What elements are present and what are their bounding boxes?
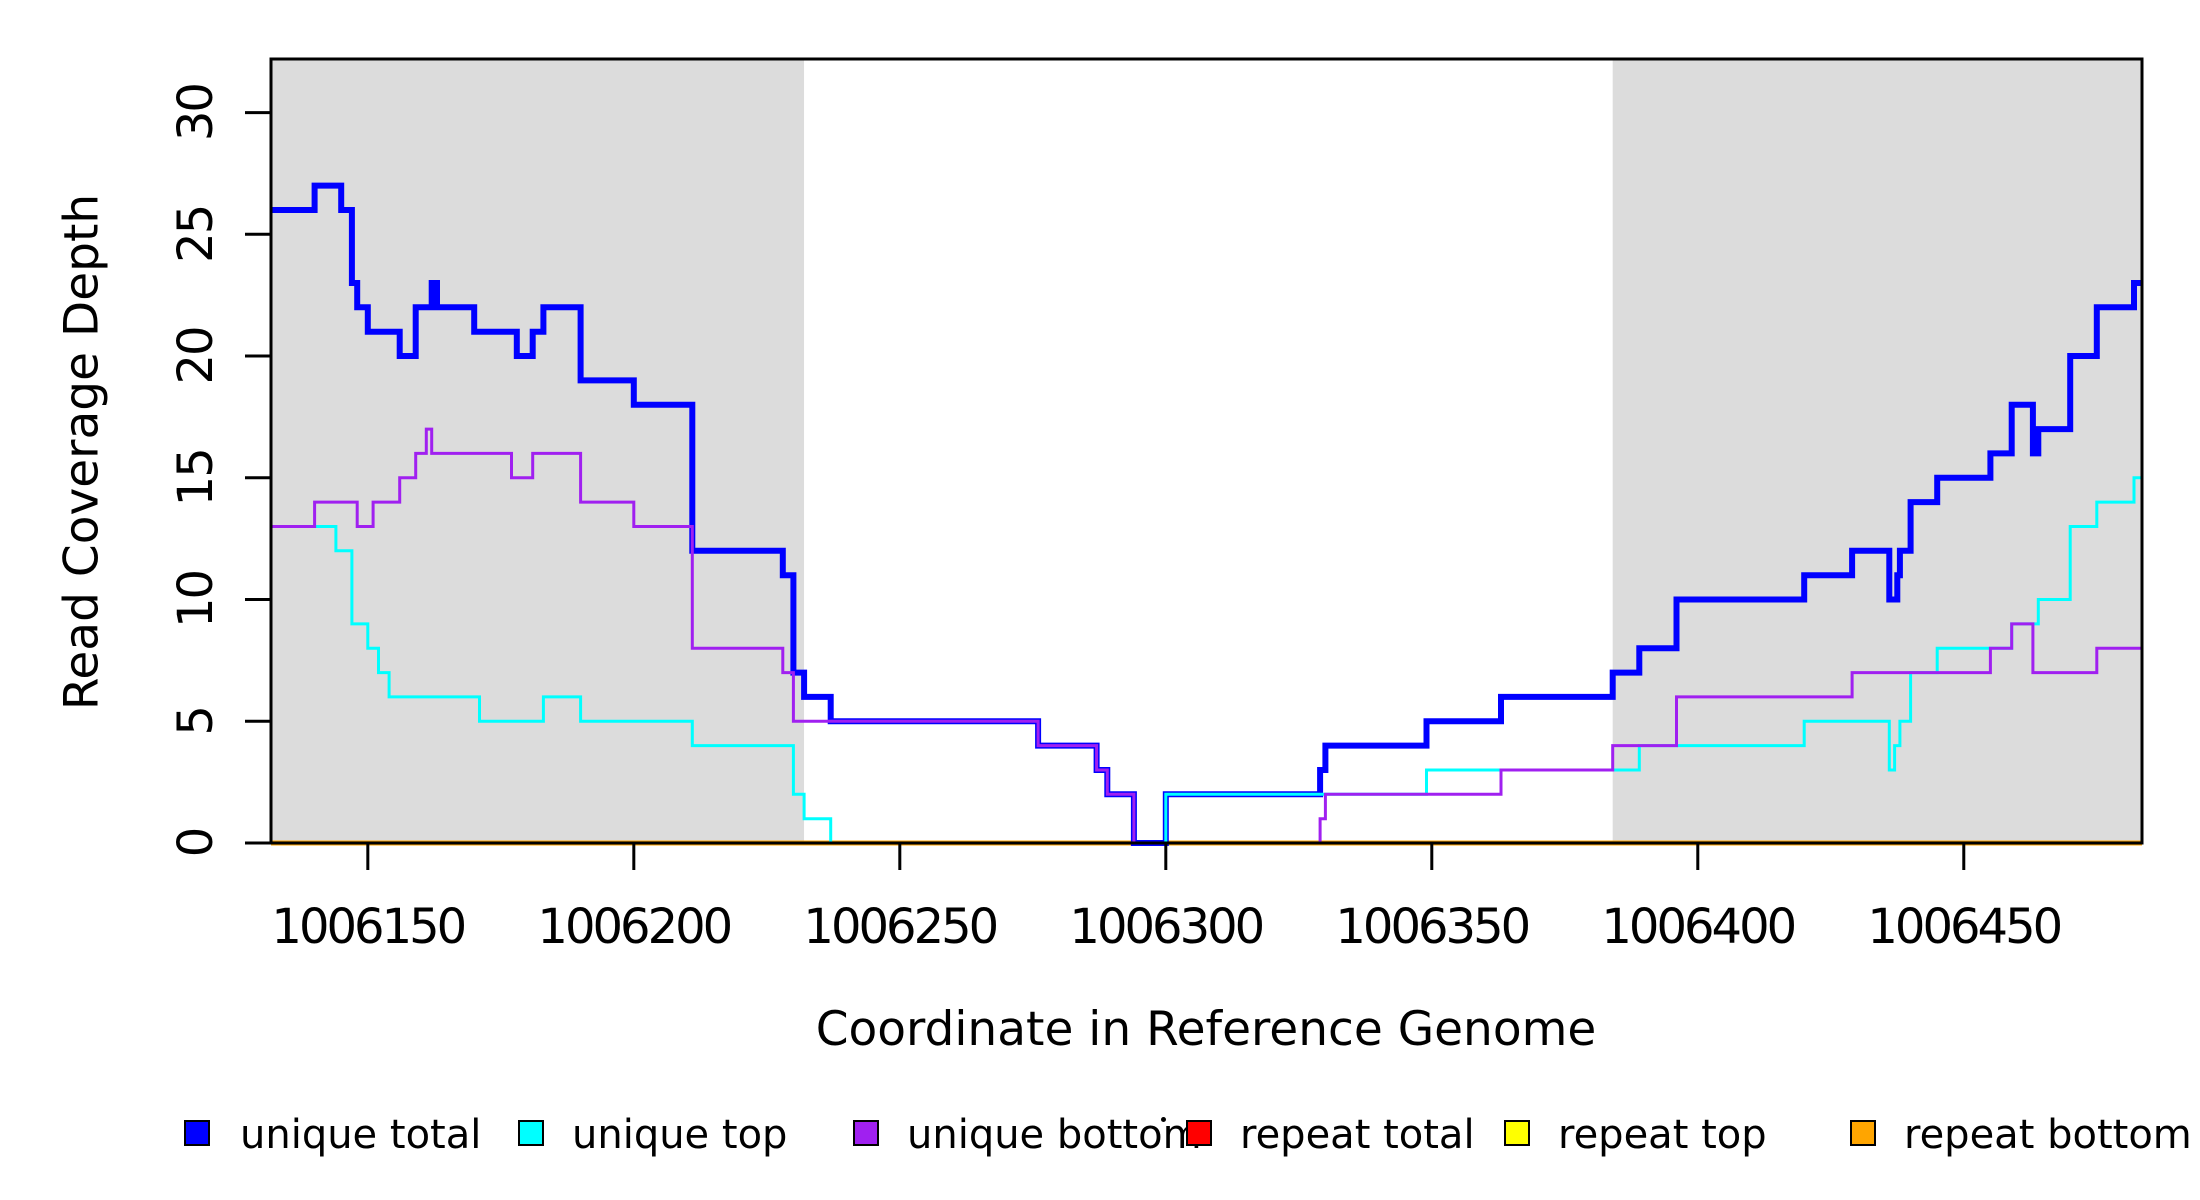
y-tick-label: 0: [168, 829, 224, 858]
shaded-region-0: [271, 59, 805, 843]
x-tick-label: 1006350: [1335, 899, 1528, 955]
y-tick-label: 30: [168, 84, 224, 141]
y-axis-title: Read Coverage Depth: [54, 193, 110, 711]
x-tick-label: 1006300: [1069, 899, 1262, 955]
x-tick-label: 1006150: [271, 899, 464, 955]
shaded-region-1: [1612, 59, 2142, 843]
y-tick-label: 20: [168, 327, 224, 384]
plot-border: [269, 57, 2144, 845]
x-tick-label: 1006400: [1601, 899, 1794, 955]
x-axis-title: Coordinate in Reference Genome: [815, 1002, 1597, 1057]
y-tick-label: 25: [168, 206, 224, 263]
x-tick-label: 1006250: [803, 899, 996, 955]
y-tick-label: 15: [168, 449, 224, 506]
y-tick-label: 5: [168, 707, 224, 736]
x-tick-label: 1006200: [537, 899, 730, 955]
series-unique-bottom: [271, 427, 2142, 845]
y-tick-label: 10: [168, 571, 224, 628]
x-tick-label: 1006450: [1867, 899, 2060, 955]
